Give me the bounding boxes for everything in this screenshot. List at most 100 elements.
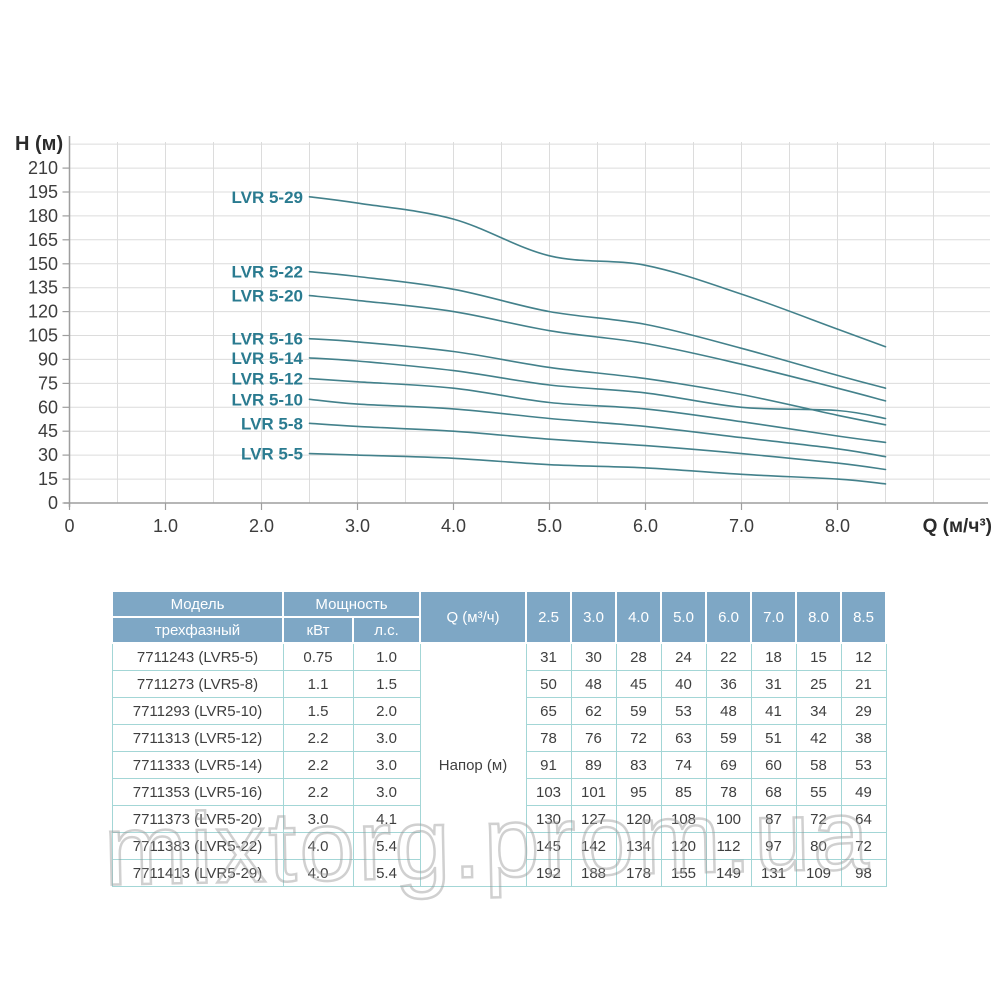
head-cell: 87 xyxy=(750,805,797,833)
model-cell: 7711243 (LVR5-5) xyxy=(111,642,284,671)
kw-cell: 4.0 xyxy=(282,859,354,887)
kw-cell: 2.2 xyxy=(282,724,354,752)
head-cell: 112 xyxy=(705,832,752,860)
head-cell: 68 xyxy=(750,778,797,806)
y-tick-label: 105 xyxy=(28,326,58,346)
x-tick-label: 4.0 xyxy=(441,516,466,536)
head-cell: 25 xyxy=(795,670,842,698)
model-cell: 7711373 (LVR5-20) xyxy=(111,805,284,833)
kw-cell: 2.2 xyxy=(282,751,354,779)
x-tick-label: 6.0 xyxy=(633,516,658,536)
head-cell: 12 xyxy=(840,642,887,671)
head-cell: 29 xyxy=(840,697,887,725)
head-cell: 45 xyxy=(615,670,662,698)
x-tick-label: 7.0 xyxy=(729,516,754,536)
head-cell: 178 xyxy=(615,859,662,887)
head-cell: 65 xyxy=(525,697,572,725)
y-tick-label: 60 xyxy=(38,397,58,417)
y-tick-label: 15 xyxy=(38,469,58,489)
head-cell: 48 xyxy=(705,697,752,725)
chart-section: 0 15 30 45 60 75 90 105 120 135 150 165 180 195 210 0 1.… xyxy=(15,133,992,537)
y-tick-label: 210 xyxy=(28,158,58,178)
x-tick-label: 0 xyxy=(64,516,74,536)
kw-cell: 1.5 xyxy=(282,697,354,725)
table-row: 7711353 (LVR5-16) 2.2 3.0 103 101 95 85 78 68 55 4… xyxy=(111,778,887,806)
head-cell: 59 xyxy=(615,697,662,725)
curve-lvr-5-16 xyxy=(308,337,887,426)
head-cell: 131 xyxy=(750,859,797,887)
head-cell: 78 xyxy=(525,724,572,752)
y-tick-label: 45 xyxy=(38,421,58,441)
x-tick-label: 3.0 xyxy=(345,516,370,536)
curve-lvr-5-20 xyxy=(308,294,887,402)
head-cell: 53 xyxy=(840,751,887,779)
kw-cell: 3.0 xyxy=(282,805,354,833)
y-tick-label: 75 xyxy=(38,373,58,393)
head-cell: 74 xyxy=(660,751,707,779)
head-cell: 55 xyxy=(795,778,842,806)
header-flow-5.0: 5.0 xyxy=(660,590,707,644)
header-model: Модель xyxy=(111,590,284,618)
curve-label-lvr-5-12: LVR 5-12 xyxy=(232,370,304,389)
head-cell: 38 xyxy=(840,724,887,752)
header-flow-8.5: 8.5 xyxy=(840,590,887,644)
curve-lvr-5-8 xyxy=(308,422,887,471)
head-cell: 100 xyxy=(705,805,752,833)
header-power: Мощность xyxy=(282,590,421,618)
header-kw: кВт xyxy=(282,616,354,644)
head-cell: 149 xyxy=(705,859,752,887)
y-tick-label: 90 xyxy=(38,349,58,369)
hp-cell: 3.0 xyxy=(352,724,421,752)
head-cell: 22 xyxy=(705,642,752,671)
y-tick-label: 120 xyxy=(28,302,58,322)
head-cell: 76 xyxy=(570,724,617,752)
curve-label-lvr-5-22: LVR 5-22 xyxy=(232,263,304,282)
head-cell: 91 xyxy=(525,751,572,779)
head-cell: 78 xyxy=(705,778,752,806)
x-tick-label: 8.0 xyxy=(825,516,850,536)
curve-label-lvr-5-8: LVR 5-8 xyxy=(241,414,303,433)
head-cell: 41 xyxy=(750,697,797,725)
hp-cell: 1.5 xyxy=(352,670,421,698)
head-cell: 120 xyxy=(615,805,662,833)
head-cell: 15 xyxy=(795,642,842,671)
x-tick-label: 1.0 xyxy=(153,516,178,536)
curve-lvr-5-14 xyxy=(308,357,887,420)
curve-label-lvr-5-20: LVR 5-20 xyxy=(232,287,304,306)
head-cell: 21 xyxy=(840,670,887,698)
head-cell: 31 xyxy=(525,642,572,671)
table-row: 7711413 (LVR5-29) 4.0 5.4 192 188 178 155 149 13… xyxy=(111,859,887,887)
head-cell: 31 xyxy=(750,670,797,698)
header-hp: л.с. xyxy=(352,616,421,644)
header-flow-8.0: 8.0 xyxy=(795,590,842,644)
head-cell: 127 xyxy=(570,805,617,833)
curve-label-lvr-5-14: LVR 5-14 xyxy=(232,349,304,368)
head-cell: 130 xyxy=(525,805,572,833)
curve-label-lvr-5-16: LVR 5-16 xyxy=(232,330,304,349)
curve-lvr-5-12 xyxy=(308,377,887,444)
head-cell: 48 xyxy=(570,670,617,698)
head-cell: 30 xyxy=(570,642,617,671)
header-q-flow: Q (м³/ч) xyxy=(419,590,527,644)
head-cell: 64 xyxy=(840,805,887,833)
head-cell: 109 xyxy=(795,859,842,887)
model-cell: 7711293 (LVR5-10) xyxy=(111,697,284,725)
head-cell: 142 xyxy=(570,832,617,860)
head-cell: 108 xyxy=(660,805,707,833)
kw-cell: 1.1 xyxy=(282,670,354,698)
head-cell: 63 xyxy=(660,724,707,752)
head-cell: 98 xyxy=(840,859,887,887)
curve-lvr-5-29 xyxy=(308,196,887,348)
head-cell: 134 xyxy=(615,832,662,860)
hp-cell: 2.0 xyxy=(352,697,421,725)
model-cell: 7711313 (LVR5-12) xyxy=(111,724,284,752)
model-cell: 7711413 (LVR5-29) xyxy=(111,859,284,887)
head-cell: 53 xyxy=(660,697,707,725)
head-cell: 72 xyxy=(615,724,662,752)
model-cell: 7711383 (LVR5-22) xyxy=(111,832,284,860)
header-flow-4.0: 4.0 xyxy=(615,590,662,644)
head-cell: 34 xyxy=(795,697,842,725)
hp-cell: 3.0 xyxy=(352,751,421,779)
head-cell: 42 xyxy=(795,724,842,752)
